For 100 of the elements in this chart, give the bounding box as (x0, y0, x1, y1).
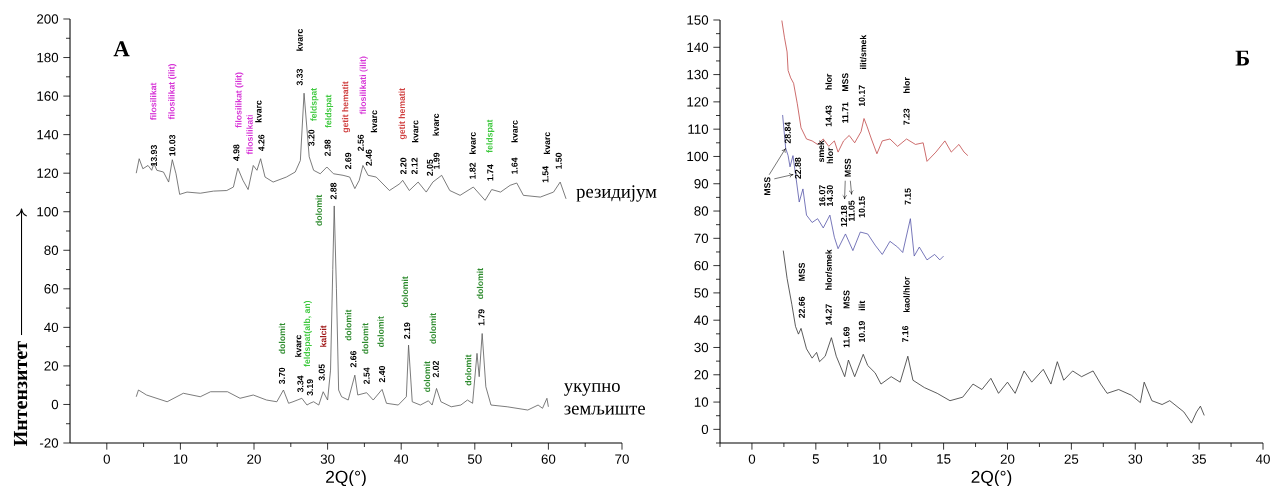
annotation: 1.82 (469, 162, 476, 179)
x-tick-label: 60 (541, 454, 556, 464)
annotation: 4.26 (258, 134, 265, 152)
y-axis-title: Интензитет (13, 341, 28, 446)
annotation: feldspat (310, 88, 319, 122)
annotation: dolomit (315, 194, 322, 226)
y-tick-label: 200 (37, 14, 59, 24)
y-tick-label: 60 (694, 260, 709, 271)
x-tick-label: 10 (174, 454, 188, 464)
y-tick-label: 180 (37, 52, 59, 63)
y-tick-label: 40 (694, 315, 709, 325)
annotation: kvarc (412, 120, 419, 143)
annotation: kaol/hlor (903, 276, 910, 313)
x-tick-label: 15 (937, 454, 951, 464)
y-tick-label: 90 (694, 179, 709, 189)
x-tick-label: 0 (103, 454, 110, 464)
y-tick-label: 120 (37, 168, 59, 178)
annotation: dolomit (401, 276, 409, 308)
annotation: 2.88 (330, 182, 337, 200)
annotation: 2.12 (411, 157, 418, 175)
y-tick-label: 50 (694, 288, 709, 298)
annotation: filosilikati (246, 115, 253, 155)
annotation: 10.17 (858, 85, 865, 107)
annotation: 2.66 (350, 350, 357, 368)
y-tick-label: 10 (694, 397, 709, 407)
annotation: 12.18 (840, 205, 848, 227)
annotation: feldspat(alb, an) (303, 300, 312, 367)
annotation: kvarc (543, 132, 551, 154)
annotation: kvarc (296, 29, 303, 51)
y-tick-label: 70 (694, 233, 709, 244)
annotation: dolomit (377, 316, 384, 348)
annotation: 7.23 (903, 108, 910, 125)
annotation: 2.46 (365, 149, 372, 166)
y-tick-label: 80 (44, 245, 59, 255)
line-series (782, 250, 1205, 424)
annotation: 22.66 (798, 296, 805, 318)
annotation: 14.43 (825, 105, 832, 127)
x-tick-label: 0 (748, 454, 756, 464)
annotation: 10.19 (858, 321, 865, 342)
annotation: 3.33 (296, 68, 303, 86)
annotation: kvarc (294, 335, 302, 357)
annotation: 7.15 (904, 188, 911, 205)
annotation: 11.05 (848, 200, 855, 222)
annotation: feldspat (325, 94, 334, 128)
annotation: getit hematit (341, 81, 351, 133)
annotation: 14.30 (826, 185, 833, 207)
annotation: dolomit (345, 309, 352, 341)
annotation: 11.71 (842, 102, 849, 123)
annotation: 16.07 (819, 185, 826, 207)
annotation: kvarc (370, 110, 378, 133)
x-tick-label: 40 (1255, 454, 1270, 464)
annotation: 2.20 (400, 157, 407, 175)
x-tick-label: 50 (467, 454, 482, 464)
annotation: 2.69 (345, 152, 352, 170)
annotation: filosilikati (ilit) (359, 56, 368, 115)
y-tick-label: 0 (51, 399, 59, 410)
annotation: 4.98 (233, 144, 240, 161)
annotation: 28.84 (784, 121, 791, 144)
x-tick-label: 5 (812, 454, 819, 464)
annotation: kvarc (255, 100, 262, 123)
annotation: MSS (843, 290, 850, 309)
annotation: 14.27 (825, 304, 832, 325)
y-tick-label: 20 (694, 370, 709, 380)
y-tick-label: 140 (687, 42, 709, 52)
annotation: filosilikat (ilit) (168, 64, 177, 120)
x-tick-label: 35 (1192, 454, 1206, 464)
annotation: MSS (764, 177, 771, 196)
annotation: 2.19 (404, 322, 411, 339)
annotation: 7.16 (902, 325, 909, 343)
annotation: 1.99 (433, 152, 440, 169)
annotation: dolomit (465, 354, 472, 386)
annotation: 2.56 (357, 134, 364, 151)
y-tick-label: 140 (37, 129, 59, 140)
annotation: 13.93 (150, 145, 157, 166)
annotation: kvarc (432, 113, 439, 136)
annotation: MSS (844, 158, 851, 177)
annotation: 1.50 (555, 152, 562, 169)
annotation: hlor (903, 77, 910, 93)
annotation: 2.02 (432, 360, 439, 378)
y-tick-label: 20 (44, 361, 59, 371)
annotation: dolomit (278, 322, 286, 354)
y-tick-label: 160 (37, 91, 59, 101)
annotation: A (113, 41, 130, 57)
annotation: hlor (826, 147, 834, 164)
annotation: dolomit (429, 312, 437, 344)
y-tick-label: 40 (44, 322, 59, 333)
x-tick-label: 25 (1064, 454, 1079, 464)
series-label: резидијум (576, 185, 657, 202)
annotation: 2.05 (426, 159, 433, 176)
annotation: dolomit (423, 361, 431, 392)
annotation: hlor/smek (825, 249, 832, 290)
y-tick-label: 0 (701, 424, 709, 435)
annotation: 2.40 (379, 366, 386, 383)
y-tick-label: 150 (687, 15, 709, 25)
y-tick-label: 80 (694, 206, 709, 216)
annotation: hlor (825, 73, 832, 90)
annotation: 11.69 (843, 327, 850, 348)
annotation: 22.88 (794, 157, 802, 179)
y-tick-label: 100 (687, 151, 709, 162)
annotation: 3.05 (318, 364, 325, 381)
